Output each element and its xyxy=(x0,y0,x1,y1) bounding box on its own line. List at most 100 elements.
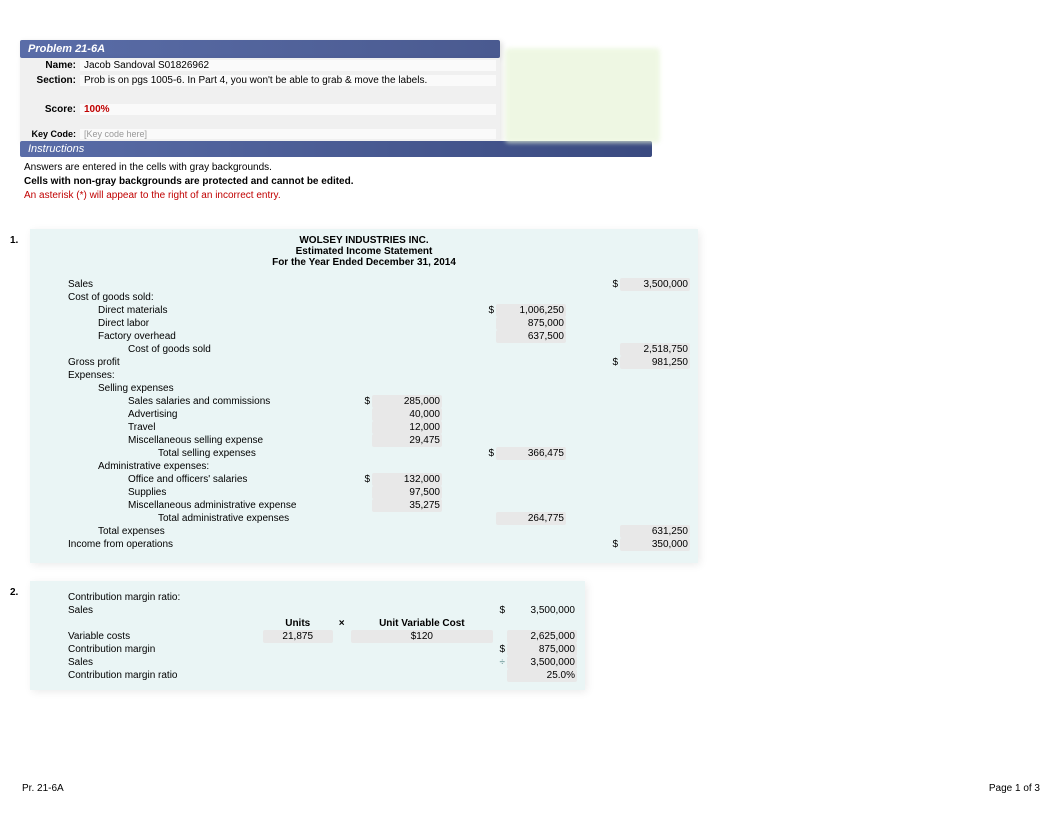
misc-admin-value[interactable]: 35,275 xyxy=(372,499,442,512)
total-selling-value[interactable]: 366,475 xyxy=(496,447,566,460)
direct-materials-value[interactable]: 1,006,250 xyxy=(496,304,566,317)
name-value[interactable]: Jacob Sandoval S01826962 xyxy=(80,60,496,71)
currency-symbol: $ xyxy=(482,447,496,460)
table-row: Sales ÷ 3,500,000 xyxy=(38,656,577,669)
cm-sales-value: 3,500,000 xyxy=(507,604,577,617)
table-row: Income from operations $ 350,000 xyxy=(38,538,690,551)
question-2-number: 2. xyxy=(10,587,18,598)
row-label: Sales xyxy=(38,604,263,617)
advertising-value[interactable]: 40,000 xyxy=(372,408,442,421)
company-name: WOLSEY INDUSTRIES INC. xyxy=(38,235,690,246)
section-label: Section: xyxy=(24,75,80,86)
table-row: Direct materials $ 1,006,250 xyxy=(38,304,690,317)
total-admin-value[interactable]: 264,775 xyxy=(496,512,566,525)
name-label: Name: xyxy=(24,60,80,71)
sales-value[interactable]: 3,500,000 xyxy=(620,278,690,291)
problem-title-bar: Problem 21-6A xyxy=(20,40,500,58)
currency-symbol: $ xyxy=(606,356,620,369)
gross-profit-value[interactable]: 981,250 xyxy=(620,356,690,369)
row-label: Total selling expenses xyxy=(38,447,358,460)
keycode-label: Key Code: xyxy=(24,129,80,139)
instructions-title-bar: Instructions xyxy=(20,141,652,157)
contribution-margin-value[interactable]: 875,000 xyxy=(507,643,577,656)
total-expenses-value[interactable]: 631,250 xyxy=(620,525,690,538)
currency-symbol: $ xyxy=(606,278,620,291)
table-row: Sales salaries and commissions $ 285,000 xyxy=(38,395,690,408)
table-row: Gross profit $ 981,250 xyxy=(38,356,690,369)
variable-costs-value[interactable]: 2,625,000 xyxy=(507,630,577,643)
travel-value[interactable]: 12,000 xyxy=(372,421,442,434)
units-value[interactable]: 21,875 xyxy=(263,630,333,643)
row-label: Cost of goods sold xyxy=(38,343,358,356)
row-label: Factory overhead xyxy=(38,330,358,343)
table-row: Selling expenses xyxy=(38,382,690,395)
score-label: Score: xyxy=(24,104,80,115)
office-salaries-value[interactable]: 132,000 xyxy=(372,473,442,486)
income-operations-value[interactable]: 350,000 xyxy=(620,538,690,551)
row-label: Travel xyxy=(38,421,358,434)
row-label: Sales salaries and commissions xyxy=(38,395,358,408)
score-value: 100% xyxy=(80,104,496,115)
table-row: Units × Unit Variable Cost xyxy=(38,617,577,630)
table-row: Expenses: xyxy=(38,369,690,382)
row-label: Direct materials xyxy=(38,304,358,317)
income-statement-table: Sales $ 3,500,000 Cost of goods sold: Di… xyxy=(38,278,690,551)
table-row: Sales $ 3,500,000 xyxy=(38,604,577,617)
instructions-body: Answers are entered in the cells with gr… xyxy=(20,157,652,211)
contribution-margin-table: Contribution margin ratio: Sales $ 3,500… xyxy=(38,591,577,682)
cm-sales2-value[interactable]: 3,500,000 xyxy=(507,656,577,669)
times-symbol: × xyxy=(333,617,351,630)
currency-symbol: $ xyxy=(358,395,372,408)
table-row: Advertising 40,000 xyxy=(38,408,690,421)
table-row: Travel 12,000 xyxy=(38,421,690,434)
contribution-margin-ratio-value[interactable]: 25.0% xyxy=(507,669,577,682)
decorative-green-box xyxy=(505,48,660,143)
table-row: Contribution margin ratio: xyxy=(38,591,577,604)
row-label: Contribution margin ratio: xyxy=(38,591,493,604)
table-row: Cost of goods sold: xyxy=(38,291,690,304)
instructions-title: Instructions xyxy=(28,143,84,155)
direct-labor-value[interactable]: 875,000 xyxy=(496,317,566,330)
row-label: Contribution margin ratio xyxy=(38,669,263,682)
cogs-total-value[interactable]: 2,518,750 xyxy=(620,343,690,356)
table-row: Contribution margin ratio 25.0% xyxy=(38,669,577,682)
question-1-number: 1. xyxy=(10,235,18,246)
instruction-line-2: Cells with non-gray backgrounds are prot… xyxy=(24,175,648,189)
keycode-value[interactable]: [Key code here] xyxy=(80,129,496,139)
currency-symbol: $ xyxy=(606,538,620,551)
factory-overhead-value[interactable]: 637,500 xyxy=(496,330,566,343)
row-label: Variable costs xyxy=(38,630,263,643)
section-value[interactable]: Prob is on pgs 1005-6. In Part 4, you wo… xyxy=(80,75,496,86)
row-label: Total administrative expenses xyxy=(38,512,358,525)
sales-salaries-value[interactable]: 285,000 xyxy=(372,395,442,408)
table-row: Cost of goods sold 2,518,750 xyxy=(38,343,690,356)
row-label: Total expenses xyxy=(38,525,358,538)
row-label: Expenses: xyxy=(38,369,358,382)
row-label: Supplies xyxy=(38,486,358,499)
currency-symbol: $ xyxy=(358,473,372,486)
unit-variable-cost-header: Unit Variable Cost xyxy=(351,617,493,630)
statement-period: For the Year Ended December 31, 2014 xyxy=(38,257,690,268)
problem-title: Problem 21-6A xyxy=(28,43,105,55)
student-info-block: Name: Jacob Sandoval S01826962 Section: … xyxy=(20,58,500,141)
row-label: Sales xyxy=(38,278,358,291)
table-row: Sales $ 3,500,000 xyxy=(38,278,690,291)
income-statement-block: 1. WOLSEY INDUSTRIES INC. Estimated Inco… xyxy=(30,229,698,563)
row-label: Sales xyxy=(38,656,263,669)
supplies-value[interactable]: 97,500 xyxy=(372,486,442,499)
row-label: Income from operations xyxy=(38,538,358,551)
currency-symbol: $ xyxy=(493,643,507,656)
misc-selling-value[interactable]: 29,475 xyxy=(372,434,442,447)
statement-title: Estimated Income Statement xyxy=(38,246,690,257)
table-row: Contribution margin $ 875,000 xyxy=(38,643,577,656)
contribution-margin-block: 2. Contribution margin ratio: Sales $ 3,… xyxy=(30,581,585,690)
table-row: Variable costs 21,875 $120 2,625,000 xyxy=(38,630,577,643)
unit-variable-cost-value[interactable]: $120 xyxy=(351,630,493,643)
currency-symbol: $ xyxy=(493,604,507,617)
table-row: Supplies 97,500 xyxy=(38,486,690,499)
units-header: Units xyxy=(263,617,333,630)
row-label: Advertising xyxy=(38,408,358,421)
page-footer: Pr. 21-6A Page 1 of 3 xyxy=(22,783,1040,794)
row-label: Gross profit xyxy=(38,356,358,369)
row-label: Miscellaneous administrative expense xyxy=(38,499,358,512)
